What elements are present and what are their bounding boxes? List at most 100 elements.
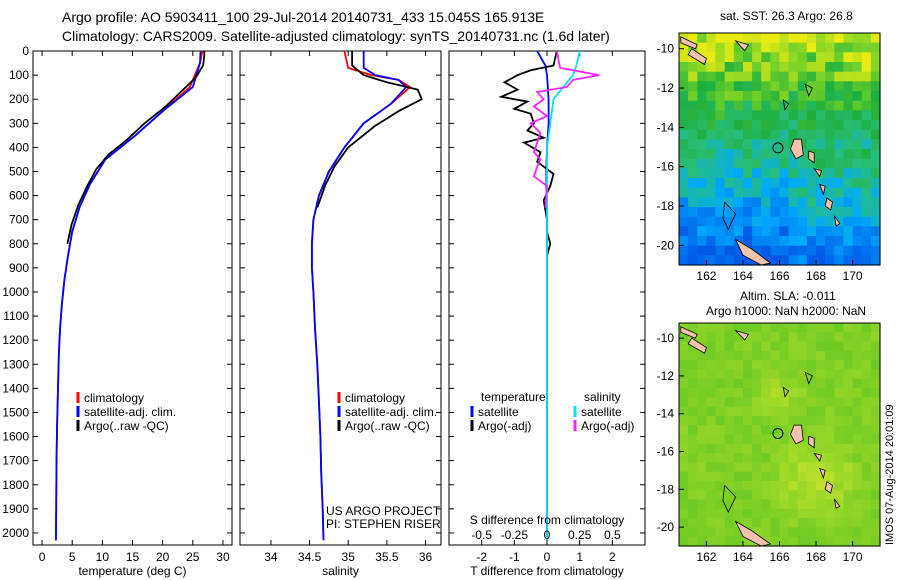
map-cell: [779, 226, 790, 237]
map-cell: [743, 187, 753, 198]
map-cell: [779, 91, 790, 102]
map-cell: [761, 62, 771, 73]
map-cell: [825, 110, 835, 121]
map-cell: [706, 518, 717, 528]
map-cell: [797, 499, 808, 510]
map-cell: [806, 332, 817, 343]
map-cell: [752, 91, 762, 102]
map-cell: [752, 81, 762, 92]
map-cell: [861, 110, 872, 121]
map-cell: [770, 341, 781, 352]
map-cell: [825, 178, 835, 189]
depth-tick-label: 700: [9, 213, 29, 227]
map-cell: [761, 518, 771, 528]
map-cell: [697, 91, 707, 102]
map-cell: [752, 129, 762, 140]
s-diff-tick-label: 0.25: [568, 528, 592, 542]
map-cell: [770, 536, 781, 547]
map-cell: [697, 81, 707, 92]
map-cell: [770, 149, 781, 160]
map-cell: [816, 471, 826, 482]
reef-outline: [804, 371, 813, 385]
map-cell: [852, 490, 863, 501]
depth-tick-label: 1600: [2, 430, 29, 444]
map-cell: [816, 158, 826, 169]
map-cell: [679, 360, 689, 371]
map-cell: [779, 518, 790, 528]
map-cell: [724, 139, 735, 150]
map-cell: [816, 323, 826, 333]
map-cell: [806, 255, 817, 266]
map-cell: [688, 462, 698, 473]
map-cell: [752, 332, 762, 343]
map-cell: [706, 197, 717, 208]
map-cell: [733, 350, 744, 361]
map-cell: [770, 453, 781, 463]
map-cell: [724, 207, 735, 218]
lat-tick-label: -18: [657, 482, 675, 496]
map-cell: [733, 100, 744, 111]
map-cell: [733, 216, 744, 227]
map-cell: [697, 158, 707, 169]
map-cell: [861, 499, 872, 510]
map-cell: [825, 42, 835, 53]
map-cell: [697, 197, 707, 208]
map-cell: [843, 536, 854, 547]
map-cell: [788, 91, 799, 102]
map-cell: [797, 207, 808, 218]
map-cell: [861, 332, 872, 343]
map-cell: [825, 62, 835, 73]
island: [813, 452, 823, 462]
map-cell: [733, 197, 744, 208]
map-cell: [788, 226, 799, 237]
map-cell: [724, 434, 735, 445]
map-cell: [870, 62, 881, 73]
map-cell: [843, 81, 854, 92]
map-cell: [715, 187, 726, 198]
map-cell: [724, 178, 735, 189]
map-cell: [761, 481, 771, 491]
map-cell: [733, 378, 744, 389]
map-cell: [733, 129, 744, 140]
series-line-3: [529, 50, 600, 208]
map-cell: [706, 536, 717, 547]
map-cell: [733, 149, 744, 160]
map-cell: [834, 52, 844, 63]
map-cell: [806, 527, 817, 538]
map-cell: [788, 158, 799, 169]
map-cell: [688, 508, 698, 519]
lat-tick-label: -20: [657, 238, 675, 252]
map-cell: [834, 178, 844, 189]
map-cell: [806, 388, 817, 398]
map-cell: [715, 360, 726, 371]
depth-tick-label: 1700: [2, 454, 29, 468]
map-cell: [861, 481, 872, 491]
map-cell: [852, 100, 863, 111]
map-cell: [752, 499, 762, 510]
map-cell: [797, 236, 808, 247]
map-cell: [752, 481, 762, 491]
map-cell: [770, 527, 781, 538]
map-cell: [688, 120, 698, 131]
map-cell: [706, 434, 717, 445]
map-cell: [724, 81, 735, 92]
map-cell: [843, 481, 854, 491]
map-cell: [816, 178, 826, 189]
map-cell: [852, 332, 863, 343]
map-cell: [870, 71, 881, 82]
map-cell: [752, 216, 762, 227]
map-cell: [724, 226, 735, 237]
map-cell: [834, 91, 844, 102]
map-cell: [816, 397, 826, 408]
map-cell: [870, 207, 881, 218]
map-cell: [752, 52, 762, 63]
map-cell: [724, 518, 735, 528]
map-cell: [724, 378, 735, 389]
map-cell: [816, 81, 826, 92]
map-cell: [724, 388, 735, 398]
map-cell: [779, 81, 790, 92]
map-cell: [724, 425, 735, 436]
map-cell: [806, 518, 817, 528]
map-cell: [779, 52, 790, 63]
map-cell: [733, 406, 744, 417]
